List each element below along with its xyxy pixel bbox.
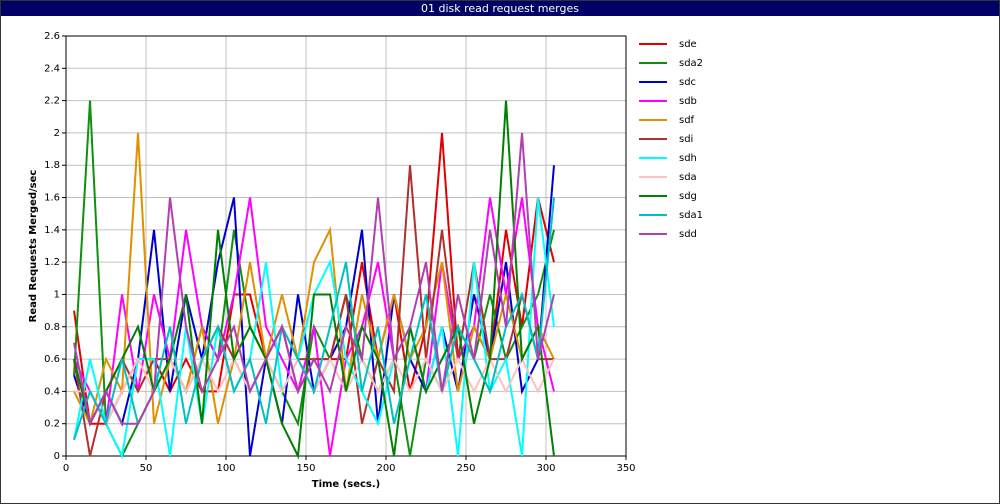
legend-label: sdc bbox=[679, 77, 696, 88]
x-tick-label: 100 bbox=[216, 463, 235, 474]
legend-label: sdd bbox=[679, 229, 697, 240]
x-axis-label: Time (secs.) bbox=[312, 479, 381, 490]
legend-label: sda2 bbox=[679, 58, 703, 69]
legend-label: sda bbox=[679, 172, 697, 183]
chart: Time (secs.) Read Requests Merged/sec 00… bbox=[28, 31, 703, 490]
series-line bbox=[73, 132, 555, 427]
y-tick-label: 0.4 bbox=[44, 386, 60, 397]
y-tick-label: 2.2 bbox=[44, 96, 60, 107]
window-title: 01 disk read request merges bbox=[1, 1, 999, 16]
y-tick-label: 1.2 bbox=[44, 257, 60, 268]
legend-label: sdi bbox=[679, 134, 693, 145]
legend-label: sde bbox=[679, 39, 697, 50]
x-tick-label: 200 bbox=[376, 463, 395, 474]
legend-label: sdb bbox=[679, 96, 697, 107]
x-tick-label: 250 bbox=[456, 463, 475, 474]
x-tick-label: 150 bbox=[296, 463, 315, 474]
series-line bbox=[73, 132, 555, 427]
y-tick-label: 2.4 bbox=[44, 63, 60, 74]
y-tick-label: 2 bbox=[54, 128, 60, 139]
legend-label: sdh bbox=[679, 153, 697, 164]
y-tick-label: 0.2 bbox=[44, 419, 60, 430]
legend-label: sda1 bbox=[679, 210, 703, 221]
y-tick-label: 1.4 bbox=[44, 225, 60, 236]
y-tick-label: 0.8 bbox=[44, 322, 60, 333]
y-tick-label: 1.6 bbox=[44, 193, 60, 204]
legend-label: sdg bbox=[679, 191, 697, 202]
y-tick-label: 0 bbox=[54, 451, 60, 462]
x-tick-label: 350 bbox=[616, 463, 635, 474]
y-axis-label: Read Requests Merged/sec bbox=[28, 170, 39, 323]
y-tick-label: 1 bbox=[54, 289, 60, 300]
plot-border bbox=[65, 35, 627, 457]
y-tick-label: 0.6 bbox=[44, 354, 60, 365]
x-tick-label: 300 bbox=[536, 463, 555, 474]
y-tick-label: 2.6 bbox=[44, 31, 60, 42]
legend-label: sdf bbox=[679, 115, 695, 126]
y-tick-label: 1.8 bbox=[44, 160, 60, 171]
x-tick-label: 0 bbox=[63, 463, 69, 474]
x-tick-label: 50 bbox=[140, 463, 153, 474]
